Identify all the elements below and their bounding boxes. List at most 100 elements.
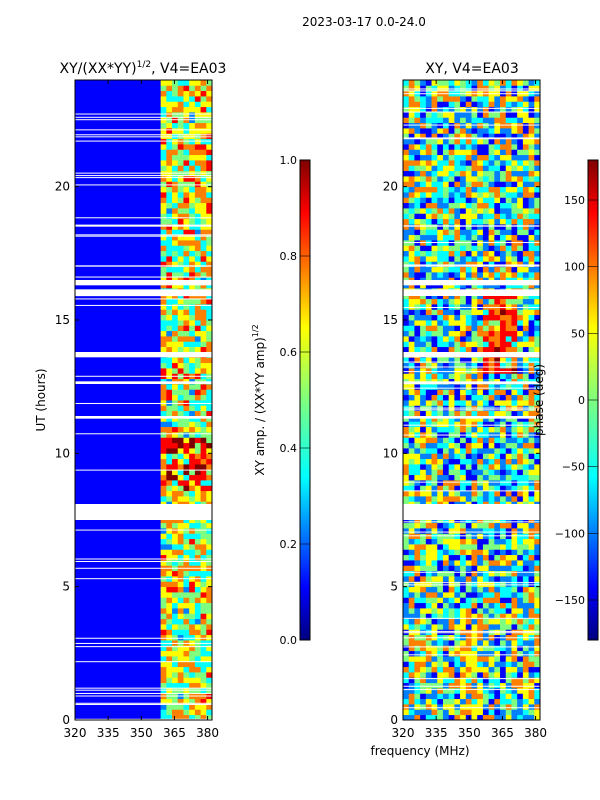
heatmap-cell: [143, 474, 150, 481]
heatmap-cell: [126, 128, 133, 134]
heatmap-cell: [431, 485, 438, 492]
heatmap-cell: [528, 618, 535, 625]
heatmap-cell: [109, 240, 116, 246]
heatmap-cell: [177, 240, 184, 246]
heatmap-cell: [505, 682, 512, 689]
heatmap-cell: [137, 330, 144, 337]
heatmap-cell: [172, 426, 179, 433]
heatmap-cell: [177, 394, 184, 401]
heatmap-cell: [414, 490, 421, 497]
heatmap-cell: [97, 677, 104, 684]
heatmap-cell: [126, 458, 133, 465]
heatmap-cell: [200, 224, 207, 230]
heatmap-cell: [183, 442, 190, 449]
heatmap-cell: [137, 570, 144, 577]
heatmap-cell: [172, 624, 179, 630]
heatmap-cell: [160, 581, 167, 588]
heatmap-cell: [154, 410, 162, 417]
heatmap-cell: [482, 565, 490, 572]
heatmap-cell: [154, 320, 162, 326]
heatmap-cell: [200, 666, 207, 673]
heatmap-cell: [86, 602, 93, 609]
heatmap-cell: [166, 624, 173, 630]
heatmap-cell: [132, 549, 139, 556]
heatmap-cell: [166, 634, 173, 641]
heatmap-cell: [92, 661, 99, 668]
heatmap-cell: [482, 570, 490, 577]
heatmap-cell: [494, 373, 501, 380]
heatmap-cell: [437, 421, 444, 428]
heatmap-cell: [420, 576, 427, 582]
heatmap-cell: [86, 357, 93, 364]
heatmap-cell: [460, 672, 467, 678]
heatmap-cell: [166, 96, 173, 102]
heatmap-cell: [189, 480, 196, 486]
heatmap-cell: [114, 384, 122, 390]
heatmap-cell: [194, 128, 201, 134]
heatmap-cell: [109, 384, 116, 390]
heatmap-cell: [477, 490, 484, 497]
heatmap-cell: [471, 704, 478, 710]
heatmap-cell: [86, 256, 93, 262]
heatmap-cell: [166, 448, 173, 454]
heatmap-cell: [120, 544, 127, 550]
heatmap-cell: [103, 165, 110, 172]
heatmap-cell: [132, 581, 139, 588]
heatmap-cell: [137, 298, 144, 305]
heatmap-cell: [132, 298, 139, 305]
heatmap-cell: [183, 522, 190, 529]
heatmap-cell: [408, 682, 415, 689]
heatmap-cell: [420, 682, 427, 689]
heatmap-cell: [465, 560, 472, 566]
heatmap-cell: [75, 282, 82, 289]
heatmap-cell: [194, 522, 201, 529]
heatmap-cell: [149, 394, 156, 401]
heatmap-cell: [97, 368, 104, 374]
y-tick-label: 0: [62, 713, 70, 727]
heatmap-cell: [206, 112, 213, 118]
heatmap-cell: [166, 266, 173, 273]
heatmap-cell: [149, 448, 156, 454]
heatmap-cell: [534, 304, 541, 310]
heatmap-cell: [200, 592, 207, 598]
heatmap-cell: [160, 458, 167, 465]
heatmap-cell: [505, 645, 512, 652]
heatmap-cell: [408, 368, 415, 374]
heatmap-cell: [149, 154, 156, 161]
heatmap-cell: [177, 272, 184, 278]
heatmap-cell: [183, 240, 190, 246]
heatmap-cell: [75, 458, 82, 465]
heatmap-cell: [172, 416, 179, 422]
heatmap-cell: [505, 629, 512, 636]
heatmap-cell: [488, 474, 495, 481]
heatmap-cell: [454, 586, 461, 593]
heatmap-cell: [80, 661, 87, 668]
heatmap-cell: [194, 650, 201, 657]
heatmap-cell: [183, 261, 190, 268]
heatmap-cell: [522, 298, 529, 305]
heatmap-cell: [482, 624, 490, 630]
heatmap-cell: [92, 197, 99, 204]
heatmap-cell: [437, 325, 444, 332]
heatmap-cell: [460, 661, 467, 668]
heatmap-cell: [177, 106, 184, 113]
heatmap-cell: [137, 293, 144, 300]
heatmap-cell: [126, 181, 133, 188]
heatmap-cell: [132, 256, 139, 262]
heatmap-cell: [206, 309, 213, 316]
heatmap-cell: [194, 618, 201, 625]
heatmap-cell: [149, 458, 156, 465]
heatmap-cell: [425, 389, 432, 396]
heatmap-cell: [206, 490, 213, 497]
heatmap-cell: [454, 368, 461, 374]
heatmap-cell: [103, 128, 110, 134]
heatmap-cell: [143, 154, 150, 161]
heatmap-cell: [500, 528, 507, 534]
heatmap-cell: [166, 586, 173, 593]
heatmap-cell: [166, 181, 173, 188]
heatmap-cell: [160, 389, 167, 396]
heatmap-cell: [177, 144, 184, 150]
heatmap-cell: [114, 154, 122, 161]
heatmap-cell: [114, 528, 122, 534]
heatmap-cell: [120, 133, 127, 140]
